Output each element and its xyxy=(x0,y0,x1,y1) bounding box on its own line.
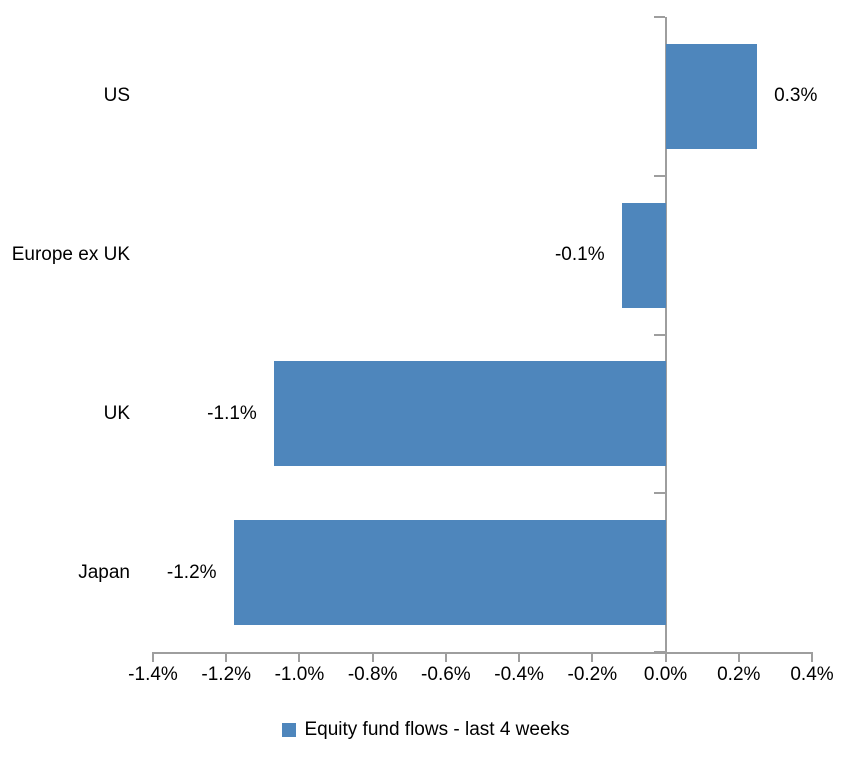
value-axis-tick-label: -0.8% xyxy=(347,664,398,685)
data-label-europe-ex-uk: -0.1% xyxy=(554,244,605,266)
value-axis-tick xyxy=(737,652,740,662)
category-axis-tick xyxy=(653,174,665,177)
value-axis-tick-label: 0.4% xyxy=(790,664,834,685)
bar-japan xyxy=(233,520,666,626)
data-label-us: 0.3% xyxy=(774,85,818,107)
data-label-japan: -1.2% xyxy=(166,561,217,583)
value-axis-tick-label: -1.0% xyxy=(274,664,325,685)
value-axis-tick-label: -0.2% xyxy=(567,664,618,685)
value-axis-tick xyxy=(152,652,154,662)
value-axis-tick xyxy=(444,652,447,662)
value-axis-tick-label: -1.2% xyxy=(201,664,252,685)
bar-europe-ex-uk xyxy=(621,202,666,308)
value-axis-tick xyxy=(225,652,228,662)
value-axis-tick-label: -0.6% xyxy=(421,664,471,685)
value-axis-tick-label: -0.4% xyxy=(494,664,544,685)
value-axis-tick xyxy=(664,652,667,662)
category-label-europe-ex-uk: Europe ex UK xyxy=(11,244,130,266)
category-axis-tick xyxy=(653,333,665,336)
bar-us xyxy=(665,43,758,149)
category-label-uk: UK xyxy=(103,402,130,424)
value-axis-line xyxy=(153,652,813,654)
value-axis-tick xyxy=(518,652,521,662)
legend-swatch-icon xyxy=(282,723,297,737)
category-label-us: US xyxy=(103,85,130,107)
value-axis-tick-label: 0.2% xyxy=(717,664,761,685)
value-axis-tick xyxy=(591,652,594,662)
legend: Equity fund flows - last 4 weeks xyxy=(0,716,852,744)
category-axis-tick xyxy=(653,16,665,18)
value-axis-tick-label: 0.0% xyxy=(643,664,688,685)
value-axis-tick xyxy=(371,652,374,662)
data-label-uk: -1.1% xyxy=(207,402,257,424)
category-axis-tick xyxy=(653,492,665,495)
value-axis-tick xyxy=(811,652,813,662)
category-axis-line xyxy=(664,17,667,652)
legend-label: Equity fund flows - last 4 weeks xyxy=(304,719,570,740)
value-axis-tick xyxy=(298,652,301,662)
bar-uk xyxy=(273,361,666,467)
category-label-japan: Japan xyxy=(78,561,130,583)
value-axis-tick-label: -1.4% xyxy=(128,664,178,685)
